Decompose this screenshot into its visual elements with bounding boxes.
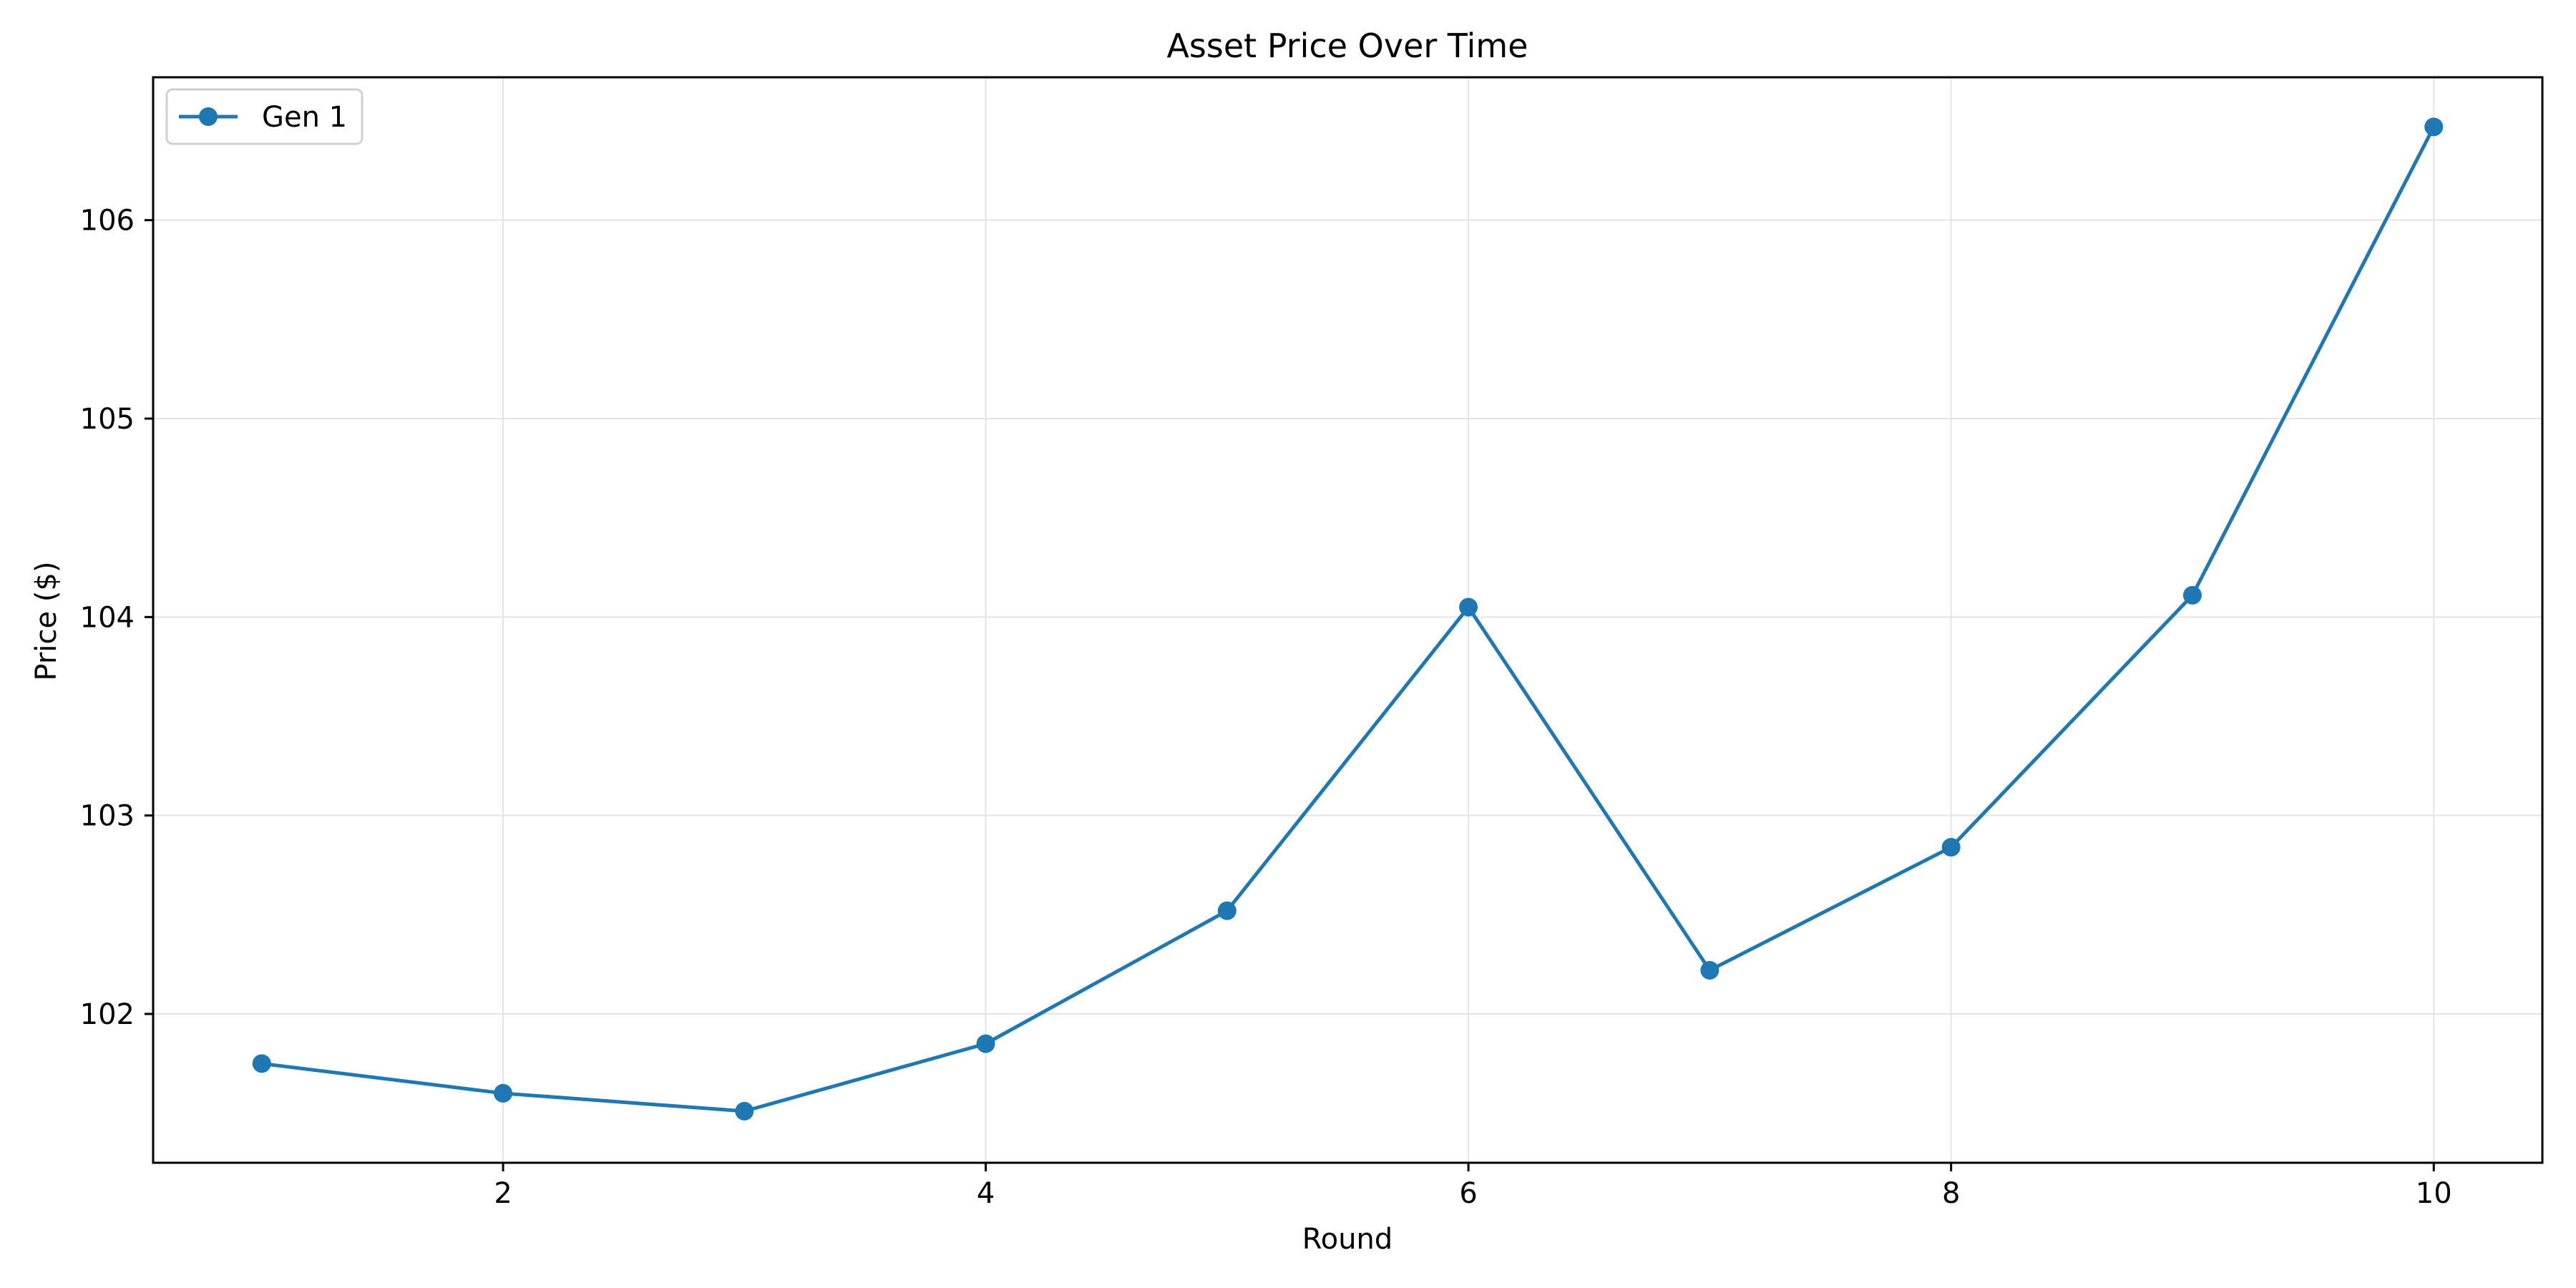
- y-tick-label: 103: [80, 800, 135, 833]
- data-point: [1459, 597, 1478, 617]
- plot-frame: [152, 76, 2544, 1164]
- legend-label-gen-1: Gen 1: [262, 101, 347, 134]
- x-tick-label: 2: [494, 1177, 512, 1210]
- data-point: [252, 1054, 271, 1073]
- legend-marker-gen-1: [199, 107, 218, 126]
- y-axis-label: Price ($): [30, 562, 63, 681]
- y-tick-label: 106: [80, 205, 135, 238]
- data-point: [2182, 585, 2202, 605]
- data-point: [1941, 838, 1961, 857]
- y-tick-label: 105: [80, 403, 135, 436]
- grid-lines: [153, 77, 2542, 1163]
- x-tick-label: 8: [1942, 1177, 1960, 1210]
- x-tick-label: 10: [2416, 1177, 2452, 1210]
- x-tick-label: 4: [977, 1177, 995, 1210]
- data-point: [735, 1101, 754, 1121]
- axis-ticks: 2 4 6 8 10 102 103 104 105 106: [80, 205, 2452, 1210]
- data-point: [976, 1034, 995, 1053]
- x-axis-label: Round: [1302, 1223, 1393, 1256]
- series-line-gen-1: [260, 125, 2436, 1113]
- legend: Gen 1: [165, 88, 364, 145]
- data-point: [494, 1083, 513, 1103]
- y-tick-label: 102: [80, 998, 135, 1031]
- series-layer: [252, 117, 2444, 1121]
- y-tick-label: 104: [80, 601, 135, 634]
- chart-title: Asset Price Over Time: [1166, 26, 1528, 65]
- legend-box: [165, 88, 364, 145]
- data-point: [2424, 117, 2444, 137]
- data-point: [1217, 901, 1236, 920]
- data-point: [1700, 960, 1719, 980]
- x-tick-label: 6: [1459, 1177, 1477, 1210]
